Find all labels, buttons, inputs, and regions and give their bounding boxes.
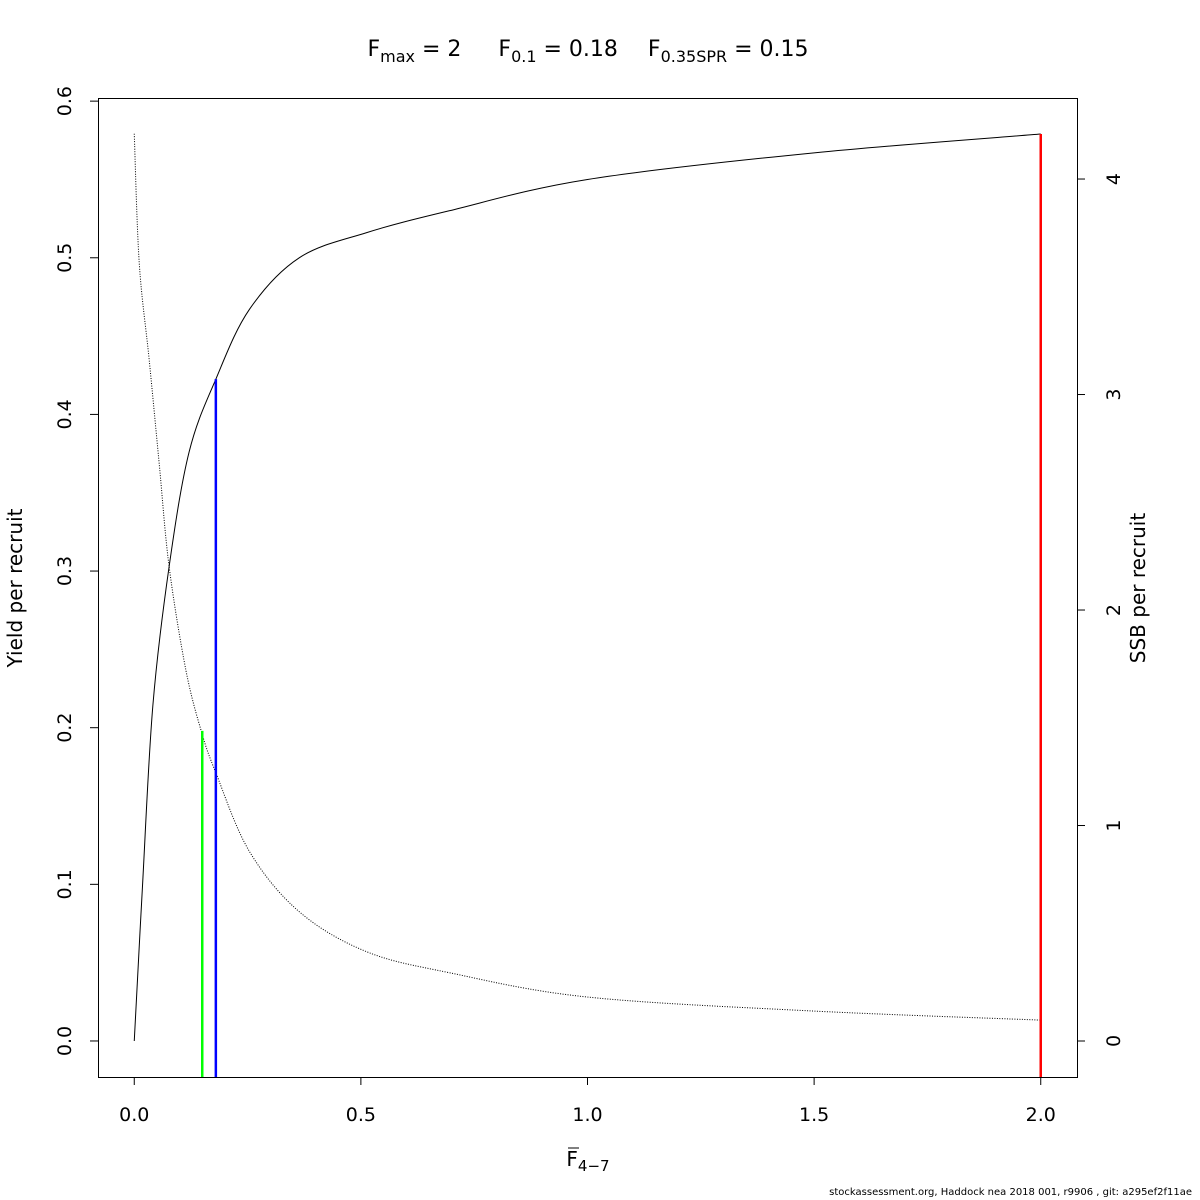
yield-per-recruit-line [133,133,1041,1041]
x-axis-label: F4−7 [566,1147,609,1175]
y-left-tick-label: 0.4 [54,399,76,429]
x-tick-label: 1.5 [799,1104,829,1126]
y-right-tick-label: 4 [1103,173,1125,185]
y-right-tick-label: 1 [1103,819,1125,831]
x-tick-label: 2.0 [1026,1104,1056,1126]
y-left-tick-label: 0.6 [54,86,76,116]
y-left-tick-label: 0.3 [54,556,76,586]
x-tick-label: 1.0 [572,1104,602,1126]
plot-frame [98,98,1078,1078]
chart-title: Fmax = 2 F0.1 = 0.18 F0.35SPR = 0.15 [367,37,808,66]
x-tick-label: 0.0 [119,1104,149,1126]
footer-credit: stockassessment.org, Haddock nea 2018 00… [829,1187,1192,1198]
y-left-tick-label: 0.2 [54,713,76,743]
y-right-tick-label: 0 [1103,1035,1125,1047]
ssb-per-recruit-line [133,133,1041,1021]
y-axis-label-right: SSB per recruit [1126,513,1150,664]
y-left-tick-label: 0.0 [54,1026,76,1056]
y-axis-label-left: Yield per recruit [3,508,27,668]
x-tick-label: 0.5 [346,1104,376,1126]
y-left-tick-label: 0.1 [54,869,76,899]
y-right-tick-label: 2 [1103,604,1125,616]
y-right-tick-label: 3 [1103,388,1125,400]
y-left-tick-label: 0.5 [54,243,76,273]
